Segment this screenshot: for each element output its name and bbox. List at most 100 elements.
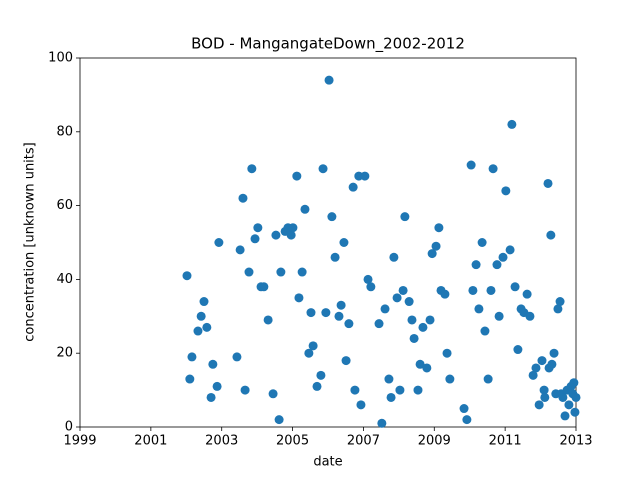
point xyxy=(431,241,441,251)
point xyxy=(294,293,304,303)
point xyxy=(480,326,490,336)
point xyxy=(440,289,450,299)
point xyxy=(384,374,394,384)
point xyxy=(398,285,408,295)
point xyxy=(377,418,387,428)
point xyxy=(297,267,307,277)
point xyxy=(539,385,549,395)
point xyxy=(547,359,557,369)
point xyxy=(327,212,337,222)
point xyxy=(513,345,523,355)
plot-frame xyxy=(79,57,577,428)
point xyxy=(348,182,358,192)
chart-title: BOD - MangangateDown_2002-2012 xyxy=(191,35,465,54)
y-tick-label: 60 xyxy=(56,198,73,213)
x-tick-label: 2011 xyxy=(489,434,522,449)
point xyxy=(570,407,580,417)
point xyxy=(488,164,498,174)
point xyxy=(344,319,354,329)
point xyxy=(564,400,574,410)
point xyxy=(193,326,203,336)
point xyxy=(534,400,544,410)
point xyxy=(316,370,326,380)
point xyxy=(466,160,476,170)
point xyxy=(380,304,390,314)
point xyxy=(360,171,370,181)
point xyxy=(498,252,508,262)
point xyxy=(208,359,218,369)
point xyxy=(300,204,310,214)
point xyxy=(271,230,281,240)
point xyxy=(247,164,257,174)
point xyxy=(250,234,260,244)
point xyxy=(232,352,242,362)
point xyxy=(505,245,515,255)
point xyxy=(321,308,331,318)
point xyxy=(427,249,437,259)
x-tick-label: 2009 xyxy=(418,434,451,449)
point xyxy=(324,75,334,85)
point xyxy=(462,415,472,425)
point xyxy=(199,297,209,307)
point xyxy=(392,293,402,303)
point xyxy=(374,319,384,329)
point xyxy=(492,260,502,270)
point xyxy=(528,370,538,380)
point xyxy=(306,308,316,318)
point xyxy=(292,171,302,181)
x-tick-label: 2001 xyxy=(134,434,167,449)
y-tick-label: 100 xyxy=(48,51,73,66)
point xyxy=(543,178,553,188)
y-tick-label: 40 xyxy=(56,272,73,287)
point xyxy=(187,352,197,362)
point xyxy=(404,297,414,307)
point xyxy=(356,400,366,410)
point xyxy=(386,392,396,402)
point xyxy=(425,315,435,325)
point xyxy=(185,374,195,384)
point xyxy=(253,223,263,233)
point xyxy=(468,285,478,295)
point xyxy=(558,392,568,402)
point xyxy=(336,300,346,310)
x-tick-label: 2013 xyxy=(559,434,592,449)
point xyxy=(474,304,484,314)
y-tick-label: 0 xyxy=(65,420,73,435)
point xyxy=(522,289,532,299)
point xyxy=(235,245,245,255)
point xyxy=(537,356,547,366)
point xyxy=(415,359,425,369)
point xyxy=(318,164,328,174)
point xyxy=(494,311,504,321)
point xyxy=(546,230,556,240)
point xyxy=(288,223,298,233)
point xyxy=(434,223,444,233)
point xyxy=(182,271,192,281)
point xyxy=(413,385,423,395)
x-tick-label: 2007 xyxy=(347,434,380,449)
point xyxy=(274,415,284,425)
point xyxy=(471,260,481,270)
point xyxy=(238,193,248,203)
point xyxy=(525,311,535,321)
point xyxy=(407,315,417,325)
point xyxy=(400,212,410,222)
point xyxy=(202,322,212,332)
point xyxy=(212,381,222,391)
point xyxy=(409,333,419,343)
point xyxy=(459,404,469,414)
point xyxy=(553,304,563,314)
point xyxy=(196,311,206,321)
point xyxy=(244,267,254,277)
point xyxy=(366,282,376,292)
point xyxy=(389,252,399,262)
point xyxy=(477,238,487,247)
y-axis-label: concentration [unknown units] xyxy=(23,142,38,341)
point xyxy=(531,363,541,373)
point xyxy=(334,311,344,321)
point xyxy=(507,119,517,129)
point xyxy=(214,238,224,247)
point xyxy=(555,297,565,307)
point xyxy=(363,274,373,284)
